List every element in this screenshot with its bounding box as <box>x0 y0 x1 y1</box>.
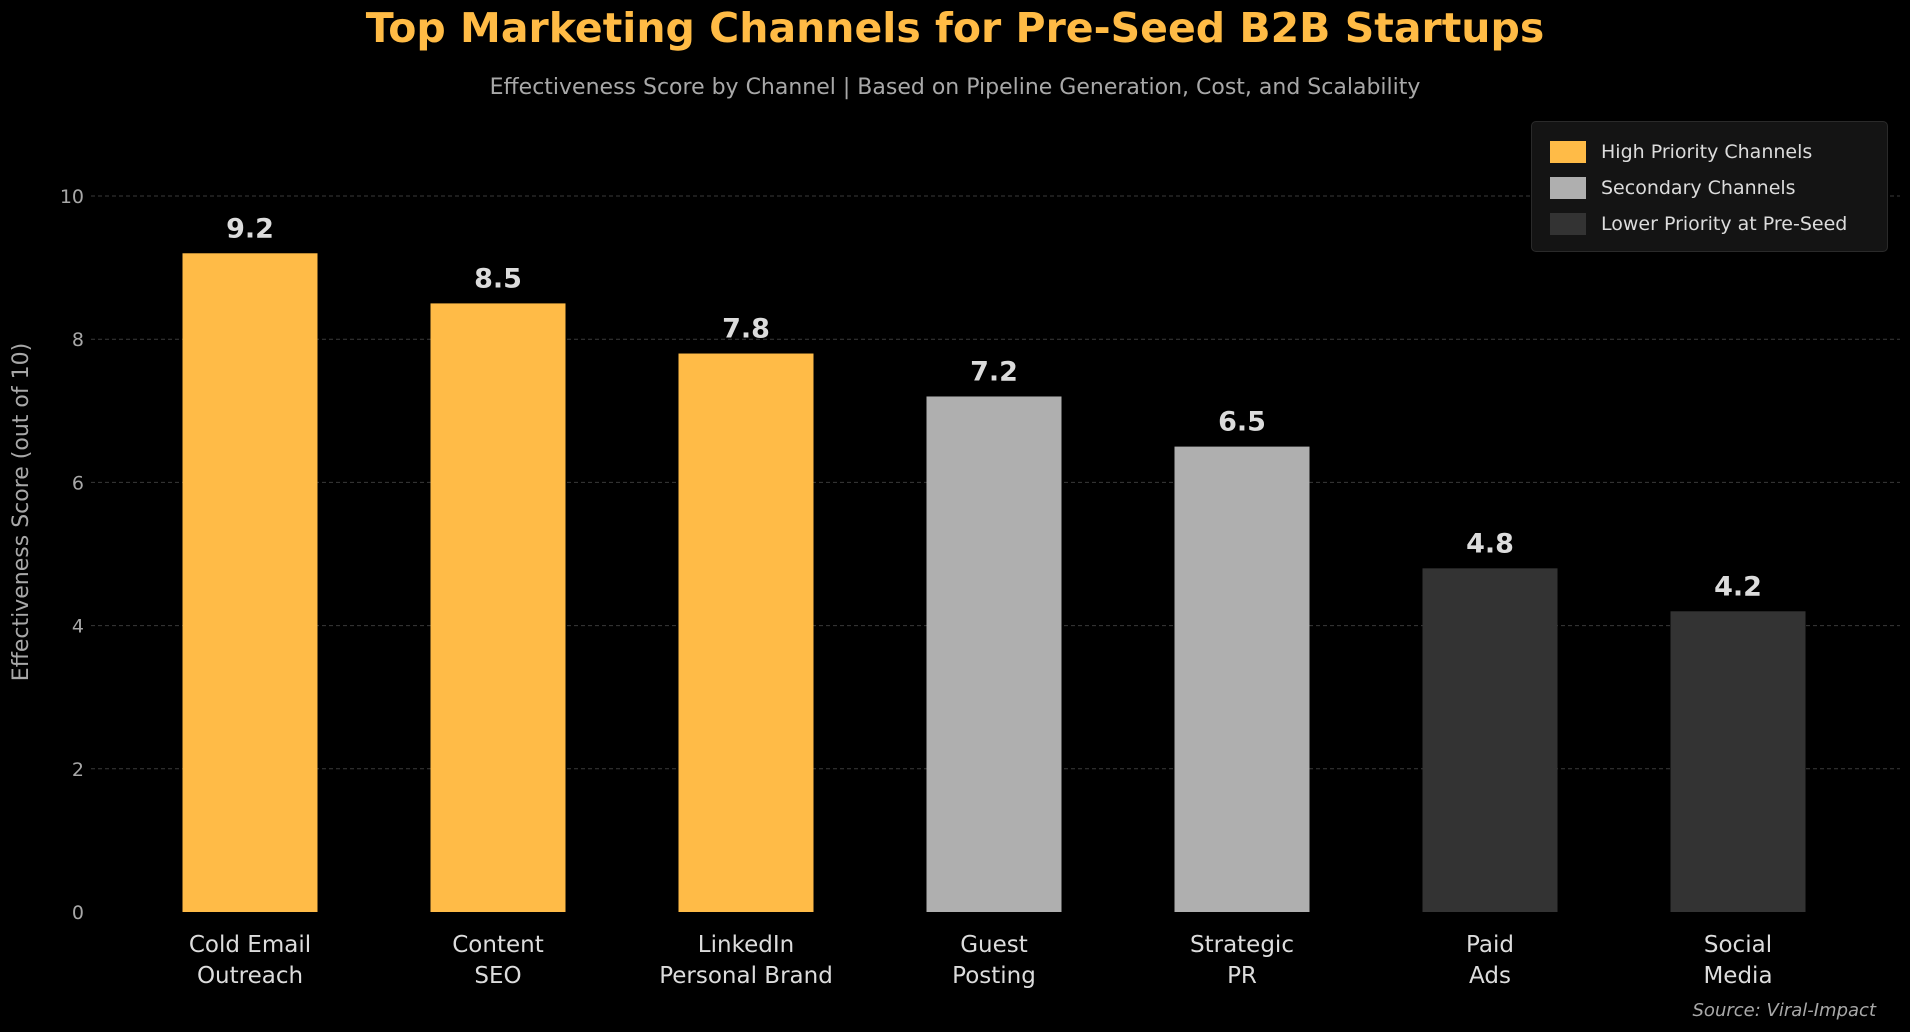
legend-label: Secondary Channels <box>1601 177 1796 199</box>
x-tick-label: Guest <box>960 932 1028 958</box>
chart-subtitle: Effectiveness Score by Channel | Based o… <box>489 75 1421 100</box>
bar <box>430 303 566 912</box>
x-tick-label: Media <box>1703 963 1772 989</box>
legend-item-secondary: Secondary Channels <box>1550 176 1796 200</box>
x-tick-label: Strategic <box>1190 932 1294 958</box>
bar <box>182 253 318 912</box>
bar <box>926 396 1062 913</box>
x-tick-label: Social <box>1704 932 1772 958</box>
y-tick-label: 0 <box>72 902 84 924</box>
legend-item-high-priority: High Priority Channels <box>1550 140 1812 164</box>
data-label: 4.8 <box>1466 528 1514 559</box>
bar <box>678 353 814 912</box>
legend-swatch <box>1550 141 1586 163</box>
x-tick-label: Cold Email <box>189 932 311 958</box>
y-tick-label: 8 <box>72 329 84 351</box>
y-axis-label: Effectiveness Score (out of 10) <box>9 343 34 681</box>
legend: High Priority Channels Secondary Channel… <box>1531 121 1888 252</box>
legend-swatch <box>1550 213 1586 235</box>
source-note: Source: Viral-Impact <box>1692 1000 1877 1021</box>
x-tick-label: Personal Brand <box>659 963 833 989</box>
x-tick-label: Paid <box>1466 932 1514 958</box>
legend-label: Lower Priority at Pre-Seed <box>1601 213 1848 235</box>
x-tick-label: SEO <box>474 963 521 989</box>
data-label: 7.8 <box>722 314 770 345</box>
data-label: 4.2 <box>1714 571 1762 602</box>
y-tick-label: 4 <box>72 616 84 638</box>
legend-label: High Priority Channels <box>1601 141 1813 163</box>
bar <box>1670 611 1806 912</box>
legend-item-lower-priority: Lower Priority at Pre-Seed <box>1550 212 1847 236</box>
x-tick-label: LinkedIn <box>698 932 794 958</box>
bar <box>1422 568 1558 912</box>
x-tick-label: Posting <box>952 963 1036 989</box>
y-tick-label: 2 <box>72 759 84 781</box>
chart-title: Top Marketing Channels for Pre-Seed B2B … <box>365 4 1545 52</box>
data-label: 6.5 <box>1218 407 1266 438</box>
y-tick-label: 10 <box>60 186 84 208</box>
y-tick-label: 6 <box>72 472 84 494</box>
x-tick-label: Ads <box>1469 963 1511 989</box>
x-tick-label: PR <box>1227 963 1257 989</box>
x-tick-label: Outreach <box>197 963 303 989</box>
data-label: 7.2 <box>970 356 1018 387</box>
bar <box>1174 446 1310 912</box>
legend-swatch <box>1550 177 1586 199</box>
x-tick-label: Content <box>452 932 543 958</box>
data-label: 9.2 <box>226 213 274 244</box>
data-label: 8.5 <box>474 263 522 294</box>
